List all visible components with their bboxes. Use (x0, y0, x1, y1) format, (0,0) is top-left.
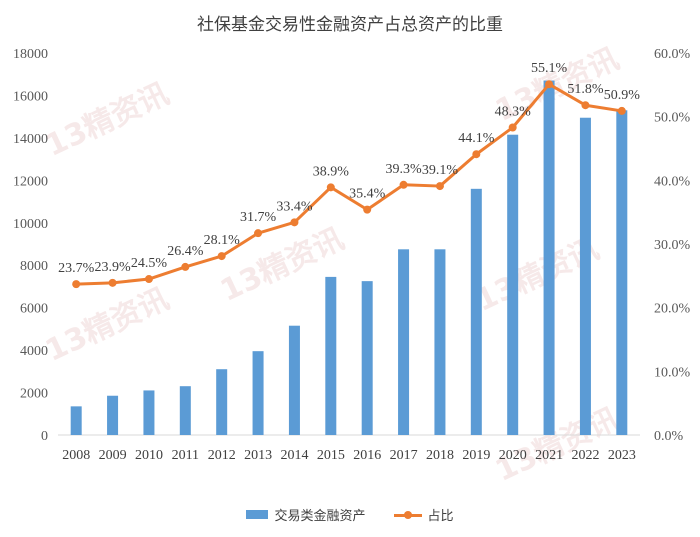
line-point (581, 101, 590, 110)
line-data-label: 55.1% (531, 61, 568, 76)
line-point (363, 205, 372, 214)
y-left-tick-label: 16000 (13, 89, 48, 104)
line-data-label: 44.1% (458, 131, 495, 146)
line-point (508, 123, 517, 132)
y-left-tick-label: 4000 (20, 344, 48, 359)
line-series-path (76, 82, 623, 286)
bar (325, 276, 337, 435)
x-tick-label: 2011 (172, 448, 199, 463)
bar (543, 80, 555, 435)
bar (216, 369, 228, 435)
y-left-tick-label: 2000 (20, 387, 48, 402)
y-right-tick-label: 30.0% (654, 238, 691, 253)
x-tick-label: 2008 (62, 448, 90, 463)
y-left-tick-label: 14000 (13, 132, 48, 147)
line-data-label: 26.4% (167, 244, 204, 259)
line-data-label: 38.9% (313, 164, 350, 179)
chart-title: 社保基金交易性金融资产占总资产的比重 (197, 15, 503, 35)
legend-label-line: 占比 (427, 509, 454, 524)
y-right-tick-label: 60.0% (654, 47, 691, 62)
line-data-label: 50.9% (604, 88, 641, 103)
y-right-tick-label: 0.0% (654, 429, 684, 444)
line-data-label: 23.9% (94, 260, 131, 275)
line-point (435, 182, 444, 191)
y-left-tick-label: 12000 (13, 174, 48, 189)
line-data-label: 35.4% (349, 187, 386, 202)
line-point (217, 252, 226, 261)
bar (288, 325, 300, 435)
x-tick-label: 2018 (426, 448, 454, 463)
line-data-label: 24.5% (131, 256, 168, 271)
line-data-label: 48.3% (495, 104, 532, 119)
bar (616, 110, 628, 436)
y-left-tick-label: 0 (41, 429, 48, 444)
legend-item-bars[interactable]: 交易类金融资产 (246, 505, 366, 524)
bar (398, 249, 410, 435)
bar (361, 281, 373, 435)
bar (579, 117, 591, 435)
x-tick-label: 2009 (99, 448, 127, 463)
bar (470, 188, 482, 435)
line-point (290, 218, 299, 227)
x-tick-label: 2015 (317, 448, 345, 463)
x-tick-label: 2016 (353, 448, 381, 463)
line-point (617, 106, 626, 115)
legend-item-line[interactable]: 占比 (393, 505, 454, 524)
line-point (108, 278, 117, 287)
y-right-tick-label: 10.0% (654, 365, 691, 380)
line-data-label: 39.3% (385, 162, 422, 177)
x-tick-label: 2022 (571, 448, 599, 463)
line-data-label: 31.7% (240, 210, 277, 225)
y-right-tick-label: 40.0% (654, 174, 691, 189)
bar (70, 406, 82, 435)
x-tick-label: 2021 (535, 448, 563, 463)
chart-legend: 交易类金融资产 占比 (0, 505, 700, 524)
x-tick-label: 2023 (608, 448, 636, 463)
line-data-label: 39.1% (422, 163, 459, 178)
y-left-tick-label: 10000 (13, 217, 48, 232)
y-left-tick-label: 8000 (20, 259, 48, 274)
line-data-label: 33.4% (276, 199, 313, 214)
line-point (144, 275, 153, 284)
bar (107, 395, 119, 435)
line-data-label: 51.8% (567, 82, 604, 97)
bar (143, 390, 155, 435)
line-point (472, 150, 481, 159)
bar (179, 386, 191, 435)
bar (434, 249, 446, 435)
x-tick-label: 2010 (135, 448, 163, 463)
line-point (72, 280, 81, 289)
y-left-tick-label: 18000 (13, 47, 48, 62)
line-point (399, 180, 408, 189)
y-right-tick-label: 50.0% (654, 111, 691, 126)
line-data-label: 23.7% (58, 261, 95, 276)
x-tick-label: 2020 (499, 448, 527, 463)
bar (252, 351, 264, 435)
line-point (254, 229, 263, 238)
x-tick-label: 2012 (208, 448, 236, 463)
bar (507, 134, 519, 435)
line-point (326, 183, 335, 192)
line-point (181, 262, 190, 271)
line-data-label: 28.1% (204, 233, 241, 248)
x-tick-label: 2013 (244, 448, 272, 463)
x-tick-label: 2014 (280, 448, 308, 463)
x-tick-label: 2019 (462, 448, 490, 463)
legend-label-bars: 交易类金融资产 (274, 509, 366, 524)
x-tick-label: 2017 (390, 448, 418, 463)
legend-bar-swatch (246, 510, 269, 519)
y-right-tick-label: 20.0% (654, 302, 691, 317)
legend-line-swatch (393, 509, 422, 521)
line-point (545, 80, 554, 89)
y-left-tick-label: 6000 (20, 302, 48, 317)
